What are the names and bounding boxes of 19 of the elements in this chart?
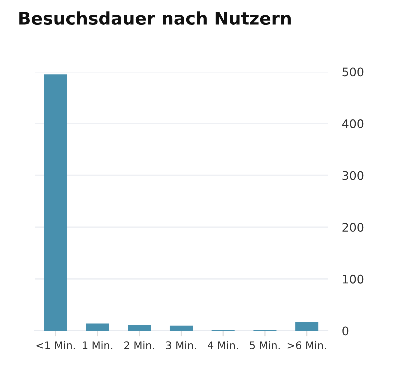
bar bbox=[170, 326, 194, 331]
bar bbox=[296, 322, 319, 331]
x-tick-label: 2 Min. bbox=[124, 341, 154, 350]
y-tick-label: 100 bbox=[343, 274, 364, 284]
x-tick-label: 5 Min. bbox=[250, 341, 280, 350]
x-tick-label: 4 Min. bbox=[208, 341, 238, 350]
chart-title: Besuchsdauer nach Nutzern bbox=[20, 12, 291, 26]
x-tick-label: >6 Min. bbox=[288, 341, 326, 350]
bar bbox=[44, 74, 68, 331]
bar bbox=[86, 324, 110, 331]
x-tick-label: 1 Min. bbox=[83, 341, 113, 350]
x-tick-label: 3 Min. bbox=[166, 341, 196, 350]
y-tick-label: 0 bbox=[342, 326, 349, 336]
y-tick-label: 500 bbox=[342, 68, 364, 77]
bar bbox=[128, 325, 152, 331]
y-tick-label: 300 bbox=[342, 171, 364, 180]
x-tick-label: <1 Min. bbox=[36, 341, 76, 350]
y-tick-label: 400 bbox=[342, 120, 364, 128]
y-tick-label: 200 bbox=[342, 223, 364, 232]
